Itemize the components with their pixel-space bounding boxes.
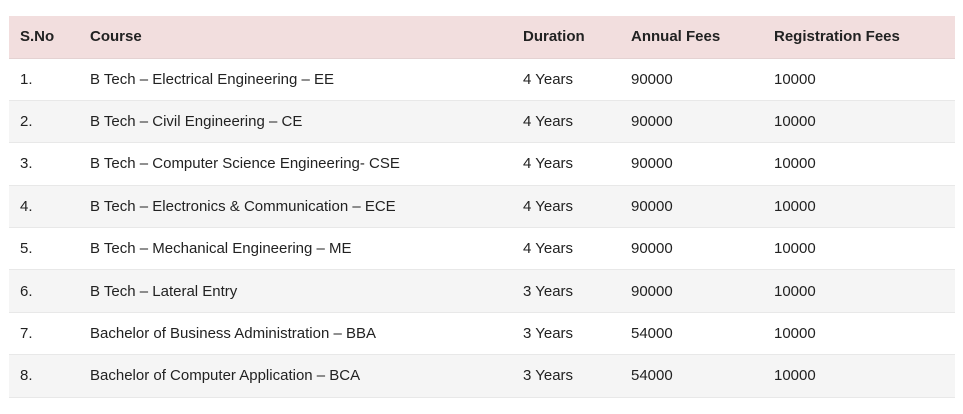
cell-registration-fees: 10000 bbox=[763, 312, 955, 356]
cell-duration: 3 Years bbox=[512, 354, 620, 398]
table-row: 6. B Tech – Lateral Entry 3 Years 90000 … bbox=[9, 269, 955, 313]
course-fees-table-container: S.No Course Duration Annual Fees Registr… bbox=[9, 16, 955, 398]
cell-course: Bachelor of Computer Application – BCA bbox=[79, 354, 512, 398]
cell-sno: 7. bbox=[9, 312, 79, 356]
cell-course: B Tech – Electronics & Communication – E… bbox=[79, 185, 512, 229]
cell-registration-fees: 10000 bbox=[763, 58, 955, 101]
table-row: 8. Bachelor of Computer Application – BC… bbox=[9, 354, 955, 398]
cell-duration: 3 Years bbox=[512, 269, 620, 313]
cell-sno: 6. bbox=[9, 269, 79, 313]
table-row: 1. B Tech – Electrical Engineering – EE … bbox=[9, 58, 955, 101]
cell-course: B Tech – Mechanical Engineering – ME bbox=[79, 227, 512, 271]
cell-sno: 8. bbox=[9, 354, 79, 398]
cell-course: B Tech – Computer Science Engineering- C… bbox=[79, 142, 512, 186]
cell-annual-fees: 90000 bbox=[620, 58, 763, 101]
cell-sno: 1. bbox=[9, 58, 79, 101]
cell-duration: 4 Years bbox=[512, 100, 620, 144]
cell-registration-fees: 10000 bbox=[763, 100, 955, 144]
header-duration: Duration bbox=[512, 16, 620, 59]
cell-course: B Tech – Civil Engineering – CE bbox=[79, 100, 512, 144]
cell-annual-fees: 90000 bbox=[620, 227, 763, 271]
header-course: Course bbox=[79, 16, 512, 59]
header-registration-fees: Registration Fees bbox=[763, 16, 955, 59]
course-fees-table: S.No Course Duration Annual Fees Registr… bbox=[9, 16, 955, 398]
table-row: 5. B Tech – Mechanical Engineering – ME … bbox=[9, 227, 955, 271]
cell-course: B Tech – Electrical Engineering – EE bbox=[79, 58, 512, 101]
table-row: 2. B Tech – Civil Engineering – CE 4 Yea… bbox=[9, 100, 955, 144]
table-row: 4. B Tech – Electronics & Communication … bbox=[9, 185, 955, 229]
cell-duration: 4 Years bbox=[512, 142, 620, 186]
cell-annual-fees: 54000 bbox=[620, 312, 763, 356]
cell-sno: 2. bbox=[9, 100, 79, 144]
cell-annual-fees: 54000 bbox=[620, 354, 763, 398]
cell-duration: 4 Years bbox=[512, 227, 620, 271]
cell-registration-fees: 10000 bbox=[763, 142, 955, 186]
cell-registration-fees: 10000 bbox=[763, 227, 955, 271]
cell-course: B Tech – Lateral Entry bbox=[79, 269, 512, 313]
cell-annual-fees: 90000 bbox=[620, 185, 763, 229]
cell-duration: 3 Years bbox=[512, 312, 620, 356]
table-header: S.No Course Duration Annual Fees Registr… bbox=[9, 16, 955, 59]
table-row: 7. Bachelor of Business Administration –… bbox=[9, 312, 955, 356]
cell-sno: 5. bbox=[9, 227, 79, 271]
header-annual-fees: Annual Fees bbox=[620, 16, 763, 59]
header-row: S.No Course Duration Annual Fees Registr… bbox=[9, 16, 955, 59]
cell-annual-fees: 90000 bbox=[620, 100, 763, 144]
table-body: 1. B Tech – Electrical Engineering – EE … bbox=[9, 58, 955, 398]
header-sno: S.No bbox=[9, 16, 79, 59]
cell-duration: 4 Years bbox=[512, 185, 620, 229]
cell-sno: 3. bbox=[9, 142, 79, 186]
cell-course: Bachelor of Business Administration – BB… bbox=[79, 312, 512, 356]
cell-annual-fees: 90000 bbox=[620, 142, 763, 186]
cell-duration: 4 Years bbox=[512, 58, 620, 101]
cell-registration-fees: 10000 bbox=[763, 354, 955, 398]
cell-annual-fees: 90000 bbox=[620, 269, 763, 313]
cell-registration-fees: 10000 bbox=[763, 269, 955, 313]
table-row: 3. B Tech – Computer Science Engineering… bbox=[9, 142, 955, 186]
cell-sno: 4. bbox=[9, 185, 79, 229]
cell-registration-fees: 10000 bbox=[763, 185, 955, 229]
